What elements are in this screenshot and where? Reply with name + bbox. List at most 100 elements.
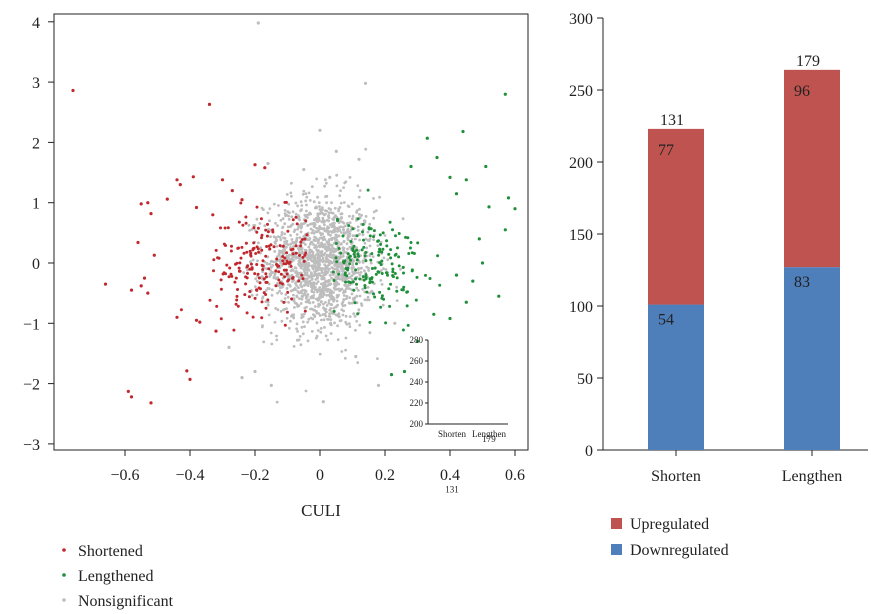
shortened-point [304,219,308,223]
lengthened-point [370,252,374,256]
shortened-point [302,259,306,263]
nonsignificant-point [318,212,322,216]
nonsignificant-point [328,322,332,326]
nonsignificant-point [342,201,346,204]
nonsignificant-point [317,268,320,272]
lengthened-point [386,273,389,277]
nonsignificant-point [301,192,305,196]
shortened-point [301,277,305,281]
shortened-point [260,236,263,240]
nonsignificant-point [309,227,313,231]
nonsignificant-point [306,284,310,287]
nonsignificant-point [340,287,344,291]
nonsignificant-point [297,272,300,276]
lengthened-point [406,236,410,240]
nonsignificant-point [356,225,360,229]
shortened-point [146,291,150,295]
y-tick-label: −3 [23,437,40,454]
nonsignificant-point [302,268,306,271]
shortened-point [175,178,179,182]
shortened-point [281,259,285,263]
nonsignificant-point [393,321,397,325]
nonsignificant-point [256,259,259,263]
nonsignificant-point [306,339,310,343]
lengthened-point [407,252,411,255]
nonsignificant-point [326,225,329,229]
nonsignificant-point [327,211,331,215]
lengthened-point [362,245,366,249]
nonsignificant-point [270,293,274,297]
nonsignificant-point [336,303,339,307]
nonsignificant-point [324,307,328,311]
lengthened-point [409,164,413,169]
nonsignificant-point [335,299,339,303]
lengthened-point [370,280,374,284]
shortened-point [248,267,252,271]
nonsignificant-point [280,299,283,303]
nonsignificant-point [321,216,325,220]
nonsignificant-point [332,306,336,310]
shortened-point [264,293,268,296]
nonsignificant-point [262,208,265,212]
nonsignificant-point [311,229,315,232]
lengthened-point [415,275,419,279]
lengthened-point [380,259,384,263]
shortened-point [224,244,227,247]
nonsignificant-point [347,287,351,290]
shortened-point [248,290,252,293]
nonsignificant-point [318,205,321,208]
nonsignificant-point [301,288,305,292]
nonsignificant-point [330,223,334,227]
shortened-point [219,317,223,321]
lengthened-point [438,283,442,287]
nonsignificant-point [356,229,360,232]
shortened-point [238,261,242,265]
shortened-point [305,233,309,237]
bar-segment-downregulated [648,304,704,450]
bar-value-label: 77 [658,142,674,159]
nonsignificant-point [306,320,310,324]
bar-x-tick-label: Shorten [651,468,701,485]
shortened-point [256,272,260,276]
nonsignificant-point [305,271,309,274]
nonsignificant-point [280,319,284,323]
nonsignificant-point [311,253,315,256]
nonsignificant-point [368,331,372,335]
nonsignificant-point [261,270,264,274]
bar-y-tick-label: 100 [569,299,593,316]
shortened-point [223,226,227,230]
nonsignificant-point [318,250,322,254]
nonsignificant-point [281,284,284,288]
nonsignificant-point [354,328,357,332]
nonsignificant-point [314,288,317,291]
lengthened-point [354,268,358,272]
nonsignificant-point [343,356,347,360]
shortened-point [139,284,143,288]
nonsignificant-point [280,264,284,267]
nonsignificant-point [333,206,337,210]
nonsignificant-point [357,195,361,199]
nonsignificant-point [314,278,318,281]
stacked-bar-chart: 0 50 100 150 200 250 300 54 77 131 83 96 179 Shorte… [569,11,868,559]
x-tick-label: 0 [316,467,324,484]
nonsignificant-point [287,218,291,221]
shortened-point [234,276,238,280]
shortened-point [264,272,268,276]
nonsignificant-point [294,212,298,216]
nonsignificant-point [304,192,308,196]
nonsignificant-point [283,232,287,236]
bar-segments: 54 77 131 83 96 179 [648,53,840,450]
shortened-point [230,189,234,193]
nonsignificant-point [255,217,259,221]
nonsignificant-point [303,325,306,328]
nonsignificant-point [357,271,360,275]
nonsignificant-point [329,282,333,286]
lengthened-point [349,240,353,243]
nonsignificant-point [296,204,299,208]
nonsignificant-point [353,314,357,318]
nonsignificant-point [296,338,300,342]
nonsignificant-point [324,195,327,199]
nonsignificant-point [264,289,268,292]
nonsignificant-point [276,224,279,228]
shortened-point [253,272,257,276]
